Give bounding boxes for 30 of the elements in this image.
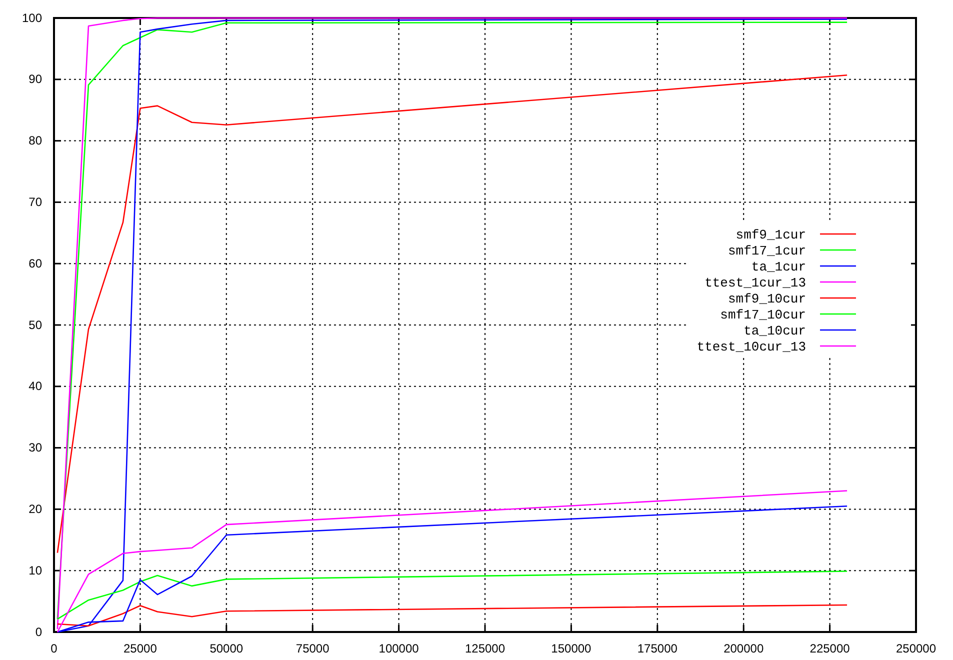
x-tick-label: 100000 xyxy=(378,642,420,656)
y-tick-label: 90 xyxy=(28,72,42,86)
x-tick-label: 150000 xyxy=(551,642,592,656)
x-tick-label: 75000 xyxy=(296,642,330,656)
y-tick-label: 50 xyxy=(28,318,42,332)
legend-label: ta_10cur xyxy=(744,324,806,339)
x-tick-label: 175000 xyxy=(637,642,678,656)
y-tick-label: 100 xyxy=(22,10,42,25)
legend-label: smf9_1cur xyxy=(736,228,806,243)
x-tick-label: 25000 xyxy=(124,642,158,656)
x-tick-label: 225000 xyxy=(810,642,850,656)
y-tick-label: 30 xyxy=(28,440,42,455)
x-tick-label: 125000 xyxy=(464,642,506,656)
legend-label: ttest_10cur_13 xyxy=(696,340,806,355)
x-tick-label: 250000 xyxy=(896,642,936,656)
x-tick-label: 0 xyxy=(50,642,58,656)
legend-label: smf17_10cur xyxy=(720,308,806,323)
y-tick-label: 80 xyxy=(28,134,42,148)
y-tick-label: 20 xyxy=(28,502,42,516)
y-tick-label: 10 xyxy=(28,563,42,578)
legend-label: smf9_10cur xyxy=(728,292,806,307)
x-tick-label: 200000 xyxy=(724,642,764,656)
x-tick-label: 50000 xyxy=(210,642,244,656)
y-tick-label: 70 xyxy=(28,195,42,210)
y-tick-label: 40 xyxy=(28,379,42,394)
legend-label: ttest_1cur_13 xyxy=(704,276,806,291)
legend-label: smf17_1cur xyxy=(728,244,806,259)
legend-label: ta_1cur xyxy=(751,260,806,275)
y-tick-label: 60 xyxy=(28,256,42,270)
y-tick-label: 0 xyxy=(35,624,42,639)
